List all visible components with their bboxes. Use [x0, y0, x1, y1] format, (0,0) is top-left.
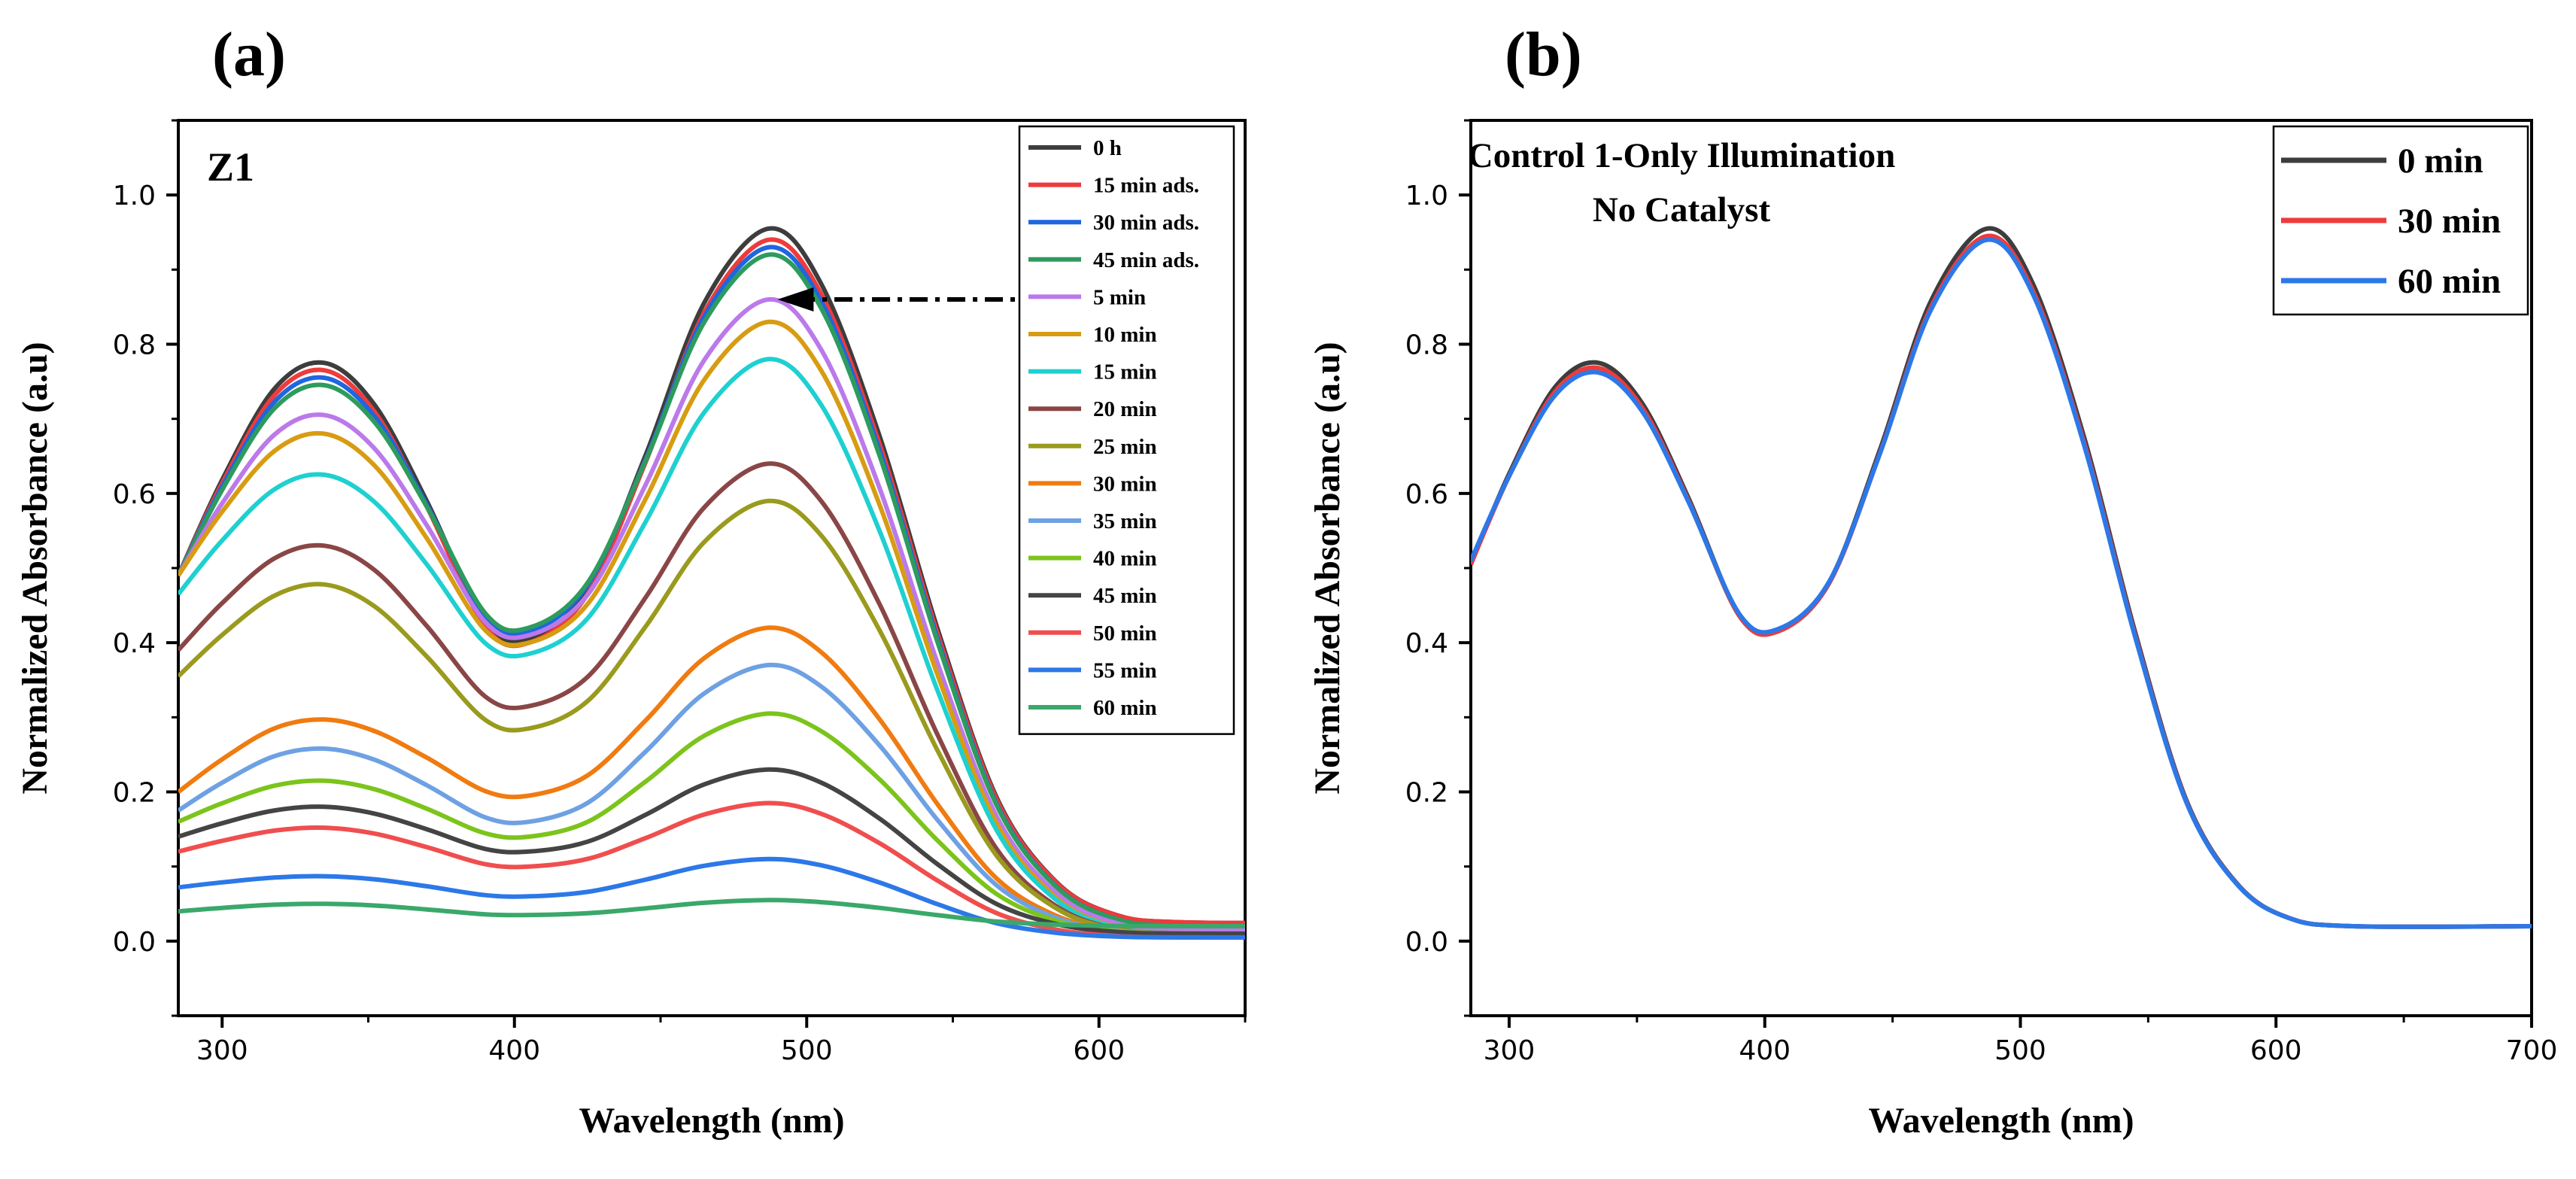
chart-a: 300 400 500 600 0.0 0.2 0.4 0.6 0.8 1.0 Wavelength…	[15, 119, 1247, 1141]
series-line	[178, 498, 1245, 937]
legend-label: 30 min	[1093, 472, 1157, 496]
series-line	[1471, 237, 2532, 929]
legend-label: 55 min	[1093, 658, 1157, 682]
y-tick-label: 0.4	[1405, 628, 1448, 659]
x-tick-label: 500	[781, 1035, 833, 1066]
series-line	[178, 856, 1245, 940]
legend-label: 45 min ads.	[1093, 248, 1199, 272]
y-axis-title: Normalized Absorbance (a.u)	[15, 342, 55, 794]
legend-label: 5 min	[1093, 285, 1146, 309]
series-group	[178, 226, 1245, 940]
y-tick-label: 0.0	[1405, 927, 1448, 958]
series-line	[1471, 233, 2532, 929]
series-line	[1471, 226, 2532, 929]
y-tick-label: 1.0	[113, 181, 156, 211]
legend-label: 0 min	[2398, 141, 2483, 181]
x-tick-label: 300	[196, 1035, 248, 1066]
panel-annotation-line1: Control 1-Only Illumination	[1468, 136, 1895, 175]
legend-label: 60 min	[2398, 262, 2501, 301]
y-tick-label: 0.6	[1405, 479, 1448, 510]
y-tick-label: 0.0	[113, 927, 156, 958]
legend-label: 25 min	[1093, 435, 1157, 459]
y-tick-label: 0.2	[1405, 778, 1448, 809]
y-tick-label: 1.0	[1405, 181, 1448, 211]
x-axis-title: Wavelength (nm)	[579, 1101, 844, 1141]
legend-label: 50 min	[1093, 621, 1157, 646]
y-tick-label: 0.8	[1405, 330, 1448, 361]
x-tick-label: 400	[488, 1035, 540, 1066]
x-tick-label: 700	[2506, 1035, 2558, 1066]
legend-label: 0 h	[1093, 136, 1122, 160]
y-axis-title: Normalized Absorbance (a.u)	[1308, 342, 1347, 794]
legend-label: 45 min	[1093, 584, 1157, 608]
x-tick-label: 600	[1073, 1035, 1125, 1066]
series-line	[178, 252, 1245, 929]
series-line	[178, 767, 1245, 937]
x-tick-label: 300	[1484, 1035, 1536, 1066]
y-tick-label: 0.8	[113, 330, 156, 361]
panel-label-a: (a)	[212, 20, 286, 90]
legend: 0 min 30 min 60 min	[2272, 125, 2529, 316]
legend-label: 40 min	[1093, 547, 1157, 571]
panel-annotation: Z1	[207, 144, 254, 190]
x-tick-label: 400	[1739, 1035, 1791, 1066]
legend-label: 20 min	[1093, 397, 1157, 421]
series-group	[1471, 226, 2532, 929]
legend-label: 35 min	[1093, 509, 1157, 533]
arrow-head	[777, 287, 814, 311]
legend-label: 10 min	[1093, 323, 1157, 347]
legend-label: 60 min	[1093, 696, 1157, 720]
legend-label: 30 min	[2398, 202, 2501, 241]
y-tick-label: 0.6	[113, 479, 156, 510]
panel-label-b: (b)	[1505, 20, 1582, 90]
chart-b: 300 400 500 600 700 0.0 0.2 0.4 0.6 0.8 1.0 Wavelen…	[1308, 119, 2558, 1141]
legend-label: 15 min	[1093, 360, 1157, 384]
series-line	[178, 898, 1245, 929]
legend-label: 15 min ads.	[1093, 174, 1199, 198]
series-line	[178, 357, 1245, 937]
panel-annotation-line2: No Catalyst	[1593, 190, 1771, 229]
y-tick-label: 0.4	[113, 628, 156, 659]
x-tick-label: 600	[2250, 1035, 2302, 1066]
x-tick-label: 500	[1994, 1035, 2046, 1066]
legend: 0 h 15 min ads. 30 min ads. 45 min ads. 5 mi…	[1018, 125, 1235, 735]
x-axis-title: Wavelength (nm)	[1868, 1101, 2134, 1141]
series-line	[178, 801, 1245, 940]
legend-label: 30 min ads.	[1093, 211, 1199, 235]
series-line	[178, 296, 1245, 933]
y-tick-label: 0.2	[113, 778, 156, 809]
